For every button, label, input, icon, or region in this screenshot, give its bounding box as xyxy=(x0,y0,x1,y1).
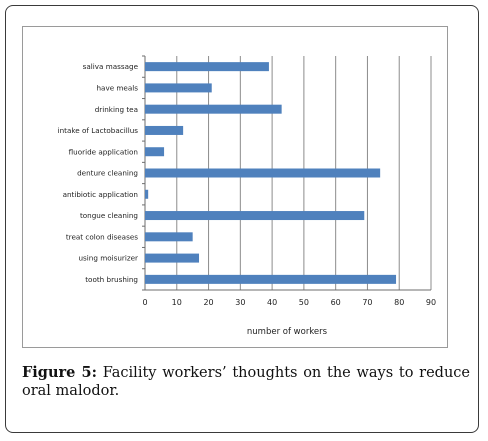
x-tick-label: 40 xyxy=(267,298,277,307)
category-label: drinking tea xyxy=(95,105,138,114)
bar xyxy=(145,104,282,114)
caption-text: Facility workers’ thoughts on the ways t… xyxy=(22,365,471,399)
bar xyxy=(145,189,149,199)
bar xyxy=(145,211,365,221)
category-label: antibiotic application xyxy=(63,190,138,199)
x-tick-label: 90 xyxy=(426,298,436,307)
category-label: intake of Lactobacillus xyxy=(58,126,139,135)
x-tick-label: 50 xyxy=(299,298,309,307)
figure-caption: Figure 5: Facility workers’ thoughts on … xyxy=(22,364,470,400)
bar-chart: saliva massage have meals drinking tea inta… xyxy=(58,55,436,337)
category-label: fluoride application xyxy=(69,147,138,156)
category-label: tooth brushing xyxy=(85,275,138,284)
category-labels: saliva massage have meals drinking tea inta… xyxy=(58,62,139,284)
bar xyxy=(145,274,397,284)
category-label: treat colon diseases xyxy=(66,232,138,241)
bar xyxy=(145,253,200,263)
category-label: tongue cleaning xyxy=(80,211,138,220)
figure-label: Figure 5: xyxy=(22,364,97,381)
bar xyxy=(145,147,165,157)
category-label: denture cleaning xyxy=(77,169,138,178)
x-tick-label: 20 xyxy=(203,298,213,307)
category-label: have meals xyxy=(97,84,139,93)
bar xyxy=(145,168,381,178)
x-tick-label: 10 xyxy=(172,298,182,307)
bar xyxy=(145,83,212,93)
x-axis-title: number of workers xyxy=(247,327,328,337)
bar xyxy=(145,125,184,135)
bar xyxy=(145,232,193,242)
x-tick-label: 30 xyxy=(235,298,245,307)
category-label: saliva massage xyxy=(83,62,139,71)
x-tick-label: 0 xyxy=(142,298,147,307)
x-tick-labels: 0 10 20 30 40 50 60 70 80 90 xyxy=(142,298,436,307)
bar xyxy=(145,62,269,72)
bars xyxy=(145,62,397,284)
x-tick-label: 70 xyxy=(362,298,372,307)
chart-area xyxy=(22,26,448,348)
category-label: using moisurizer xyxy=(79,254,139,263)
x-tick-label: 60 xyxy=(331,298,341,307)
x-tick-label: 80 xyxy=(394,298,404,307)
